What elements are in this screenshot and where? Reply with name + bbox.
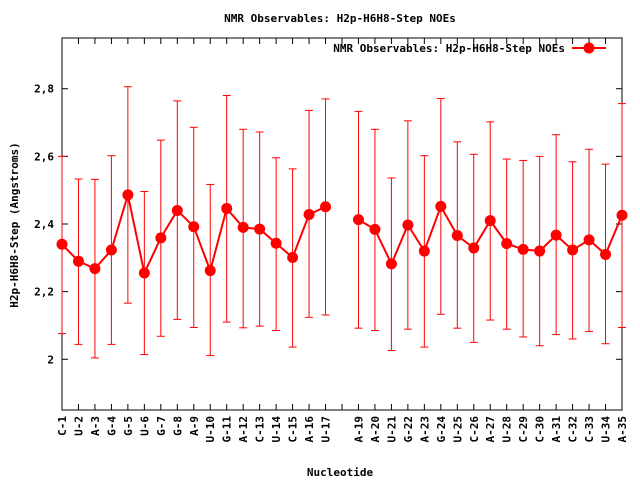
x-tick-label: U-28 [501, 416, 514, 443]
x-tick-label: U-10 [204, 416, 217, 443]
x-tick-label: C-1 [56, 416, 69, 436]
data-point [352, 214, 364, 226]
chart-title: NMR Observables: H2p-H6H8-Step NOEs [224, 12, 456, 25]
data-point [534, 245, 546, 257]
y-tick-label: 2,8 [34, 83, 54, 96]
data-point [287, 251, 299, 263]
data-point [270, 237, 282, 249]
x-tick-label: A-20 [369, 416, 382, 443]
y-tick-label: 2 [47, 353, 54, 366]
x-tick-label: A-16 [303, 416, 316, 443]
x-axis-label: Nucleotide [307, 466, 374, 479]
x-tick-label: U-14 [270, 416, 283, 443]
data-point [155, 232, 167, 244]
x-tick-label: U-34 [600, 416, 613, 443]
legend-marker-sample [583, 42, 595, 54]
data-point [89, 263, 101, 275]
data-point [72, 255, 84, 267]
x-tick-label: C-15 [287, 416, 300, 443]
data-point [583, 234, 595, 246]
data-point [385, 258, 397, 270]
x-tick-label: C-13 [254, 416, 267, 443]
x-tick-label: C-32 [567, 416, 580, 443]
data-point [204, 265, 216, 277]
data-point [418, 245, 430, 257]
data-point [567, 244, 579, 256]
y-tick-label: 2,6 [34, 150, 54, 163]
x-tick-label: G-8 [171, 416, 184, 436]
x-tick-label: G-4 [105, 416, 118, 436]
y-axis-label: H2p-H6H8-Step (Angstroms) [8, 142, 21, 308]
x-tick-label: G-11 [221, 416, 234, 443]
data-point [303, 209, 315, 221]
x-tick-label: A-23 [418, 416, 431, 443]
data-points [56, 189, 628, 279]
x-tick-label: G-24 [435, 416, 448, 443]
x-tick-label: G-5 [122, 416, 135, 436]
x-axis: C-1 U-2 A-3 G-4 G-5 U-6 G-7 G-8 A-9 U-10 G-11 A-12 C… [56, 38, 629, 443]
x-tick-label: C-30 [534, 416, 547, 443]
x-tick-label: U-2 [72, 416, 85, 436]
x-tick-label: U-21 [385, 416, 398, 443]
legend: NMR Observables: H2p-H6H8-Step NOEs [333, 42, 606, 55]
y-tick-label: 2,4 [34, 218, 54, 231]
x-tick-label: A-27 [484, 416, 497, 443]
x-tick-label: C-26 [468, 416, 481, 443]
x-tick-label: A-9 [188, 416, 201, 436]
data-point [616, 209, 628, 221]
data-point [56, 238, 68, 250]
x-tick-label: A-12 [237, 416, 250, 443]
data-point [517, 243, 529, 255]
y-axis: 2 2,2 2,4 2,6 2,8 [34, 83, 622, 366]
data-point [484, 215, 496, 227]
data-point [138, 267, 150, 279]
data-point [237, 221, 249, 233]
data-point [451, 229, 463, 241]
x-tick-label: A-19 [352, 416, 365, 443]
x-tick-label: C-29 [517, 416, 530, 443]
data-point [188, 221, 200, 233]
series-lines [61, 194, 623, 277]
x-tick-label: A-35 [616, 416, 629, 443]
x-tick-label: C-33 [583, 416, 596, 443]
x-tick-label: G-22 [402, 416, 415, 443]
x-tick-label: A-3 [89, 416, 102, 436]
data-point [171, 204, 183, 216]
data-point [600, 248, 612, 260]
data-point [254, 223, 266, 235]
data-point [435, 200, 447, 212]
data-point [402, 219, 414, 231]
data-point [105, 244, 117, 256]
x-tick-label: U-17 [320, 416, 333, 443]
data-point [320, 201, 332, 213]
x-tick-label: G-7 [155, 416, 168, 436]
legend-entry-label: NMR Observables: H2p-H6H8-Step NOEs [333, 42, 565, 55]
data-point [122, 189, 134, 201]
data-point [550, 229, 562, 241]
x-tick-label: A-31 [550, 416, 563, 443]
x-tick-label: U-25 [451, 416, 464, 443]
y-tick-label: 2,2 [34, 286, 54, 299]
data-point [501, 238, 513, 250]
error-bars [58, 86, 626, 359]
data-point [468, 242, 480, 254]
x-tick-label: U-6 [138, 416, 151, 436]
data-point [369, 223, 381, 235]
data-point [221, 202, 233, 214]
